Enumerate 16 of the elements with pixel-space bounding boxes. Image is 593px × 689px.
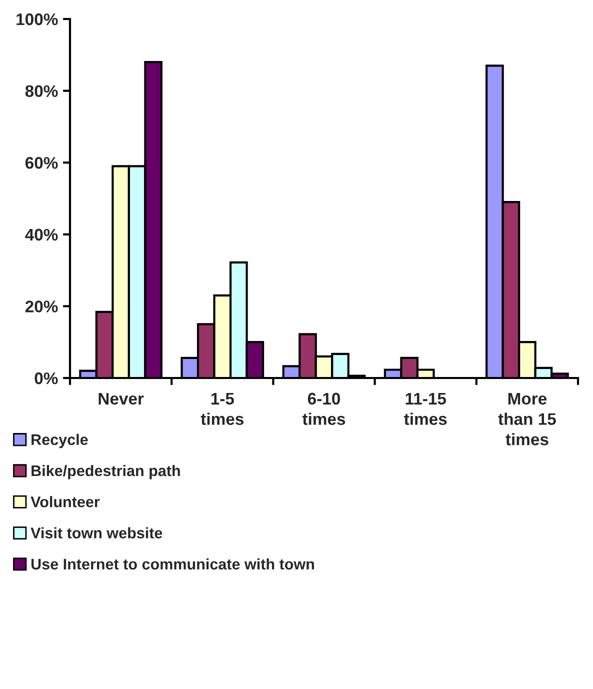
- x-tick-label: Never: [98, 392, 144, 405]
- legend-label: Bike/pedestrian path: [32, 464, 180, 480]
- y-tick-label: 80%: [25, 85, 58, 98]
- legend-label: Volunteer: [30, 496, 100, 508]
- y-tick-label: 40%: [25, 228, 58, 241]
- legend-label: Recycle: [32, 434, 88, 448]
- x-tick-label: More than 15 times: [498, 392, 556, 446]
- x-tick-label: 6-10 times: [302, 392, 346, 425]
- x-tick-label: 1-5 times: [200, 392, 244, 425]
- y-tick-label: 20%: [25, 300, 58, 312]
- legend-label: Use Internet to communicate with town: [31, 558, 314, 570]
- x-tick-label: 11-15 times: [404, 392, 447, 425]
- y-tick-label: 60%: [25, 157, 58, 169]
- y-tick-label: 100%: [16, 13, 58, 26]
- legend-label: Visit town website: [30, 527, 162, 538]
- y-tick-label: 0%: [34, 372, 58, 384]
